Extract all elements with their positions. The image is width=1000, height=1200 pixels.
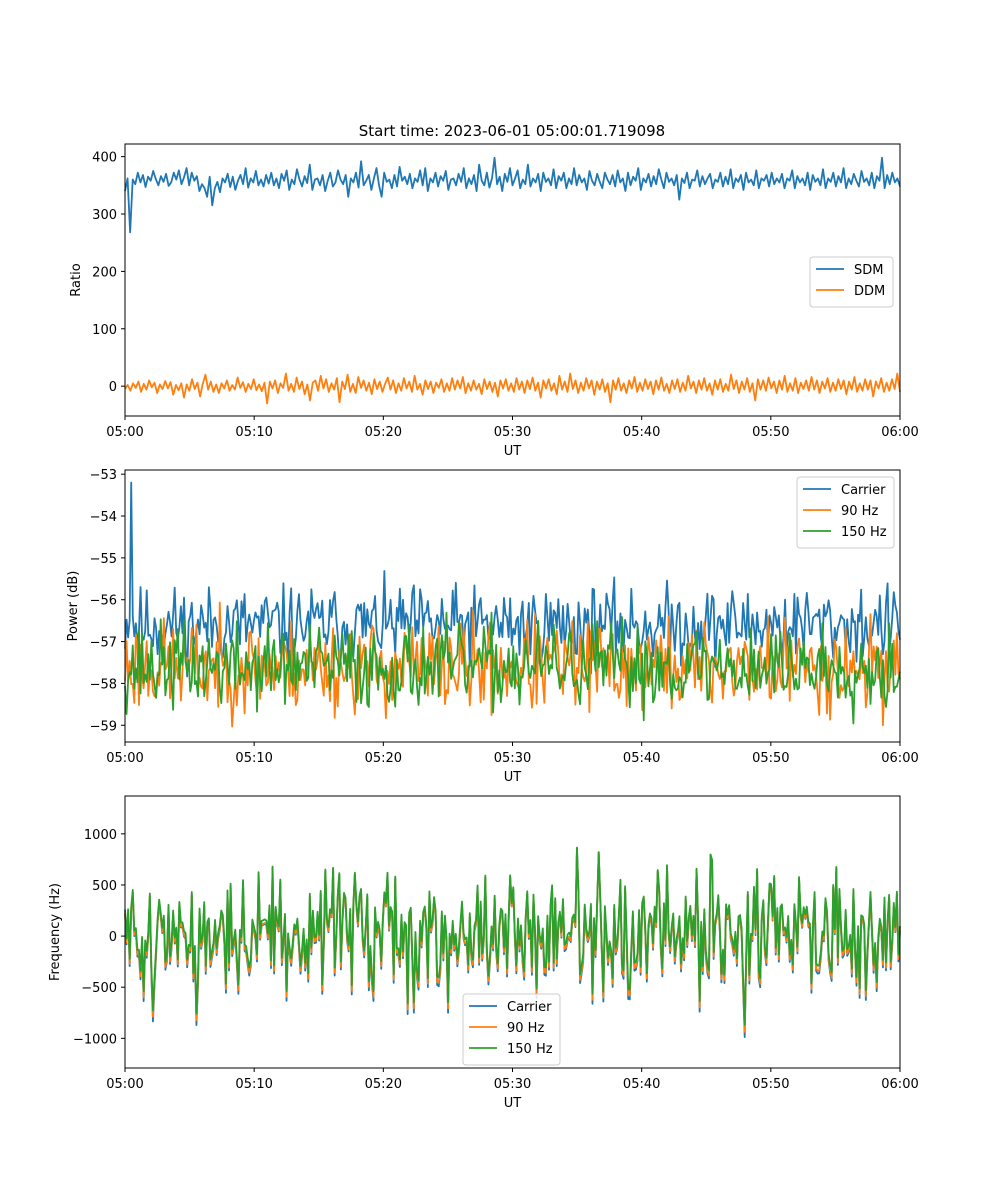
x-tick-label: 05:30 [494, 425, 531, 440]
x-tick-label: 05:30 [494, 1077, 531, 1092]
legend: Carrier 90 Hz 150 Hz [462, 993, 561, 1066]
x-axis-label: UT [504, 1096, 522, 1111]
y-tick-label: −1000 [73, 1032, 117, 1047]
legend-label: 150 Hz [507, 1042, 553, 1057]
x-tick-label: 05:00 [106, 1077, 143, 1092]
x-tick-label: 05:40 [623, 1077, 660, 1092]
y-tick-label: −56 [90, 594, 117, 609]
series-line-sdm [124, 156, 901, 234]
x-axis-label: UT [504, 770, 522, 785]
y-tick-label: 100 [92, 323, 117, 338]
legend-label: 90 Hz [841, 504, 878, 519]
x-tick-label: 05:20 [365, 751, 402, 766]
series-line-ddm [124, 372, 901, 405]
series-line-carrier [124, 481, 901, 678]
legend-label: SDM [854, 263, 883, 278]
legend-label: Carrier [841, 483, 886, 498]
y-axis-label: Frequency (Hz) [48, 883, 63, 981]
x-tick-label: 05:40 [623, 425, 660, 440]
x-tick-label: 05:20 [365, 1077, 402, 1092]
legend-label: 90 Hz [507, 1021, 544, 1036]
x-tick-label: 05:20 [365, 425, 402, 440]
chart-panel-1: 05:00 05:10 05:20 05:30 05:40 05:50 06:00 0 100 2… [69, 143, 919, 459]
y-tick-label: −58 [90, 677, 117, 692]
legend-label: Carrier [507, 1000, 552, 1015]
x-tick-label: 05:50 [752, 1077, 789, 1092]
chart-panel-3: 05:00 05:10 05:20 05:30 05:40 05:50 06:00 −1000… [48, 795, 919, 1111]
y-axis-label: Ratio [69, 263, 84, 296]
x-tick-label: 06:00 [881, 751, 918, 766]
y-tick-label: 0 [109, 380, 117, 395]
y-tick-label: −57 [90, 636, 117, 651]
y-axis-label: Power (dB) [66, 571, 81, 642]
x-tick-label: 05:50 [752, 751, 789, 766]
y-tick-label: 200 [92, 265, 117, 280]
legend: Carrier 90 Hz 150 Hz [796, 476, 895, 549]
legend: SDM DDM [809, 256, 894, 308]
legend-label: 150 Hz [841, 525, 887, 540]
y-tick-label: 500 [92, 879, 117, 894]
x-tick-label: 05:30 [494, 751, 531, 766]
x-tick-label: 05:10 [235, 425, 272, 440]
x-tick-label: 06:00 [881, 1077, 918, 1092]
figure-title: Start time: 2023-06-01 05:00:01.719098 [359, 122, 665, 140]
x-tick-label: 06:00 [881, 425, 918, 440]
series-line-150-hz [124, 611, 901, 725]
x-tick-label: 05:10 [235, 1077, 272, 1092]
x-axis-label: UT [504, 444, 522, 459]
x-tick-label: 05:40 [623, 751, 660, 766]
y-tick-label: −59 [90, 719, 117, 734]
y-tick-label: −500 [81, 981, 117, 996]
y-tick-label: 300 [92, 208, 117, 223]
y-tick-label: −55 [90, 552, 117, 567]
y-tick-label: −53 [90, 468, 117, 483]
y-tick-label: −54 [90, 510, 117, 525]
chart-panel-2: 05:00 05:10 05:20 05:30 05:40 05:50 06:00 −59 −5… [66, 468, 919, 785]
x-tick-label: 05:50 [752, 425, 789, 440]
x-tick-label: 05:00 [106, 751, 143, 766]
y-tick-label: 400 [92, 151, 117, 166]
y-tick-label: 0 [109, 930, 117, 945]
legend-label: DDM [854, 284, 885, 299]
x-tick-label: 05:10 [235, 751, 272, 766]
series-line-150-hz [124, 847, 901, 1026]
y-tick-label: 1000 [84, 828, 117, 843]
x-tick-label: 05:00 [106, 425, 143, 440]
